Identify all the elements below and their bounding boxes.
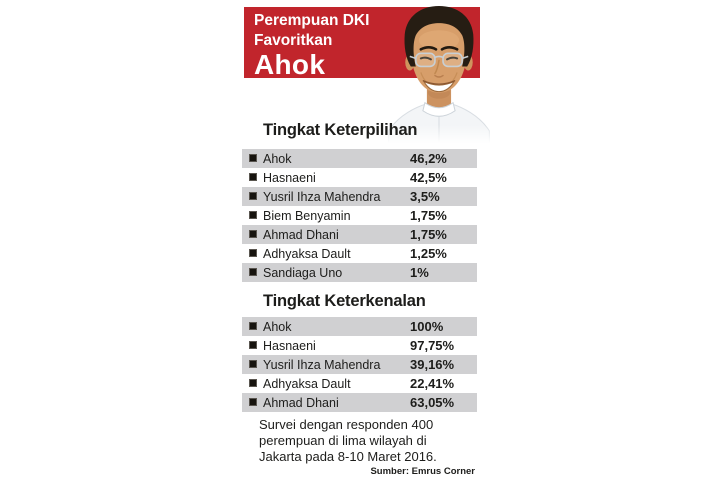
candidate-name: Adhyaksa Dault bbox=[263, 246, 351, 261]
square-bullet-icon bbox=[250, 250, 256, 256]
list-row: Hasnaeni 42,5% bbox=[242, 168, 477, 187]
percentage-value: 100% bbox=[410, 319, 444, 334]
candidate-name: Hasnaeni bbox=[263, 338, 316, 353]
square-bullet-icon bbox=[250, 342, 256, 348]
list-row: Ahmad Dhani 1,75% bbox=[242, 225, 477, 244]
survey-note-line: perempuan di lima wilayah di bbox=[259, 433, 427, 448]
headline-line1: Perempuan DKI bbox=[254, 12, 370, 29]
square-bullet-icon bbox=[250, 174, 256, 180]
candidate-name: Yusril Ihza Mahendra bbox=[263, 189, 381, 204]
list-row: Hasnaeni 97,75% bbox=[242, 336, 477, 355]
list-row: Yusril Ihza Mahendra 3,5% bbox=[242, 187, 477, 206]
survey-note-line: Survei dengan responden 400 bbox=[259, 417, 434, 432]
square-bullet-icon bbox=[250, 380, 256, 386]
section-heading-keterkenalan: Tingkat Keterkenalan bbox=[263, 292, 426, 310]
candidate-name: Ahmad Dhani bbox=[263, 395, 339, 410]
keterpilihan-list: Ahok 46,2% Hasnaeni 42,5% Yusril Ihza Mahend… bbox=[242, 149, 477, 282]
list-row: Sandiaga Uno 1% bbox=[242, 263, 477, 282]
percentage-value: 97,75% bbox=[410, 338, 455, 353]
percentage-value: 46,2% bbox=[410, 151, 447, 166]
list-row: Ahok 46,2% bbox=[242, 149, 477, 168]
list-row: Adhyaksa Dault 1,25% bbox=[242, 244, 477, 263]
candidate-name: Ahmad Dhani bbox=[263, 227, 339, 242]
square-bullet-icon bbox=[250, 193, 256, 199]
percentage-value: 1,75% bbox=[410, 227, 447, 242]
percentage-value: 1,25% bbox=[410, 246, 447, 261]
candidate-name: Sandiaga Uno bbox=[263, 265, 343, 280]
survey-note: Survei dengan responden 400 perempuan di… bbox=[259, 417, 437, 465]
percentage-value: 63,05% bbox=[410, 395, 455, 410]
ahok-photo bbox=[381, 4, 501, 143]
survey-note-line: Jakarta pada 8-10 Maret 2016. bbox=[259, 449, 437, 464]
list-row: Adhyaksa Dault 22,41% bbox=[242, 374, 477, 393]
percentage-value: 42,5% bbox=[410, 170, 447, 185]
percentage-value: 1% bbox=[410, 265, 429, 280]
list-row: Yusril Ihza Mahendra 39,16% bbox=[242, 355, 477, 374]
candidate-name: Hasnaeni bbox=[263, 170, 316, 185]
keterkenalan-list: Ahok 100% Hasnaeni 97,75% Yusril Ihza Mahend… bbox=[242, 317, 477, 412]
section-heading-keterpilihan: Tingkat Keterpilihan bbox=[263, 121, 418, 139]
list-row: Ahok 100% bbox=[242, 317, 477, 336]
square-bullet-icon bbox=[250, 361, 256, 367]
square-bullet-icon bbox=[250, 399, 256, 405]
percentage-value: 22,41% bbox=[410, 376, 455, 391]
percentage-value: 3,5% bbox=[410, 189, 440, 204]
percentage-value: 1,75% bbox=[410, 208, 447, 223]
candidate-name: Biem Benyamin bbox=[263, 208, 351, 223]
square-bullet-icon bbox=[250, 231, 256, 237]
square-bullet-icon bbox=[250, 155, 256, 161]
square-bullet-icon bbox=[250, 212, 256, 218]
candidate-name: Ahok bbox=[263, 319, 292, 334]
square-bullet-icon bbox=[250, 269, 256, 275]
list-row: Biem Benyamin 1,75% bbox=[242, 206, 477, 225]
headline-line3: Ahok bbox=[254, 49, 326, 80]
candidate-name: Adhyaksa Dault bbox=[263, 376, 351, 391]
list-row: Ahmad Dhani 63,05% bbox=[242, 393, 477, 412]
square-bullet-icon bbox=[250, 323, 256, 329]
person-portrait-illustration bbox=[384, 6, 498, 143]
candidate-name: Ahok bbox=[263, 151, 292, 166]
candidate-name: Yusril Ihza Mahendra bbox=[263, 357, 381, 372]
source-credit: Sumber: Emrus Corner bbox=[370, 466, 475, 477]
headline-line2: Favoritkan bbox=[254, 31, 333, 49]
percentage-value: 39,16% bbox=[410, 357, 455, 372]
